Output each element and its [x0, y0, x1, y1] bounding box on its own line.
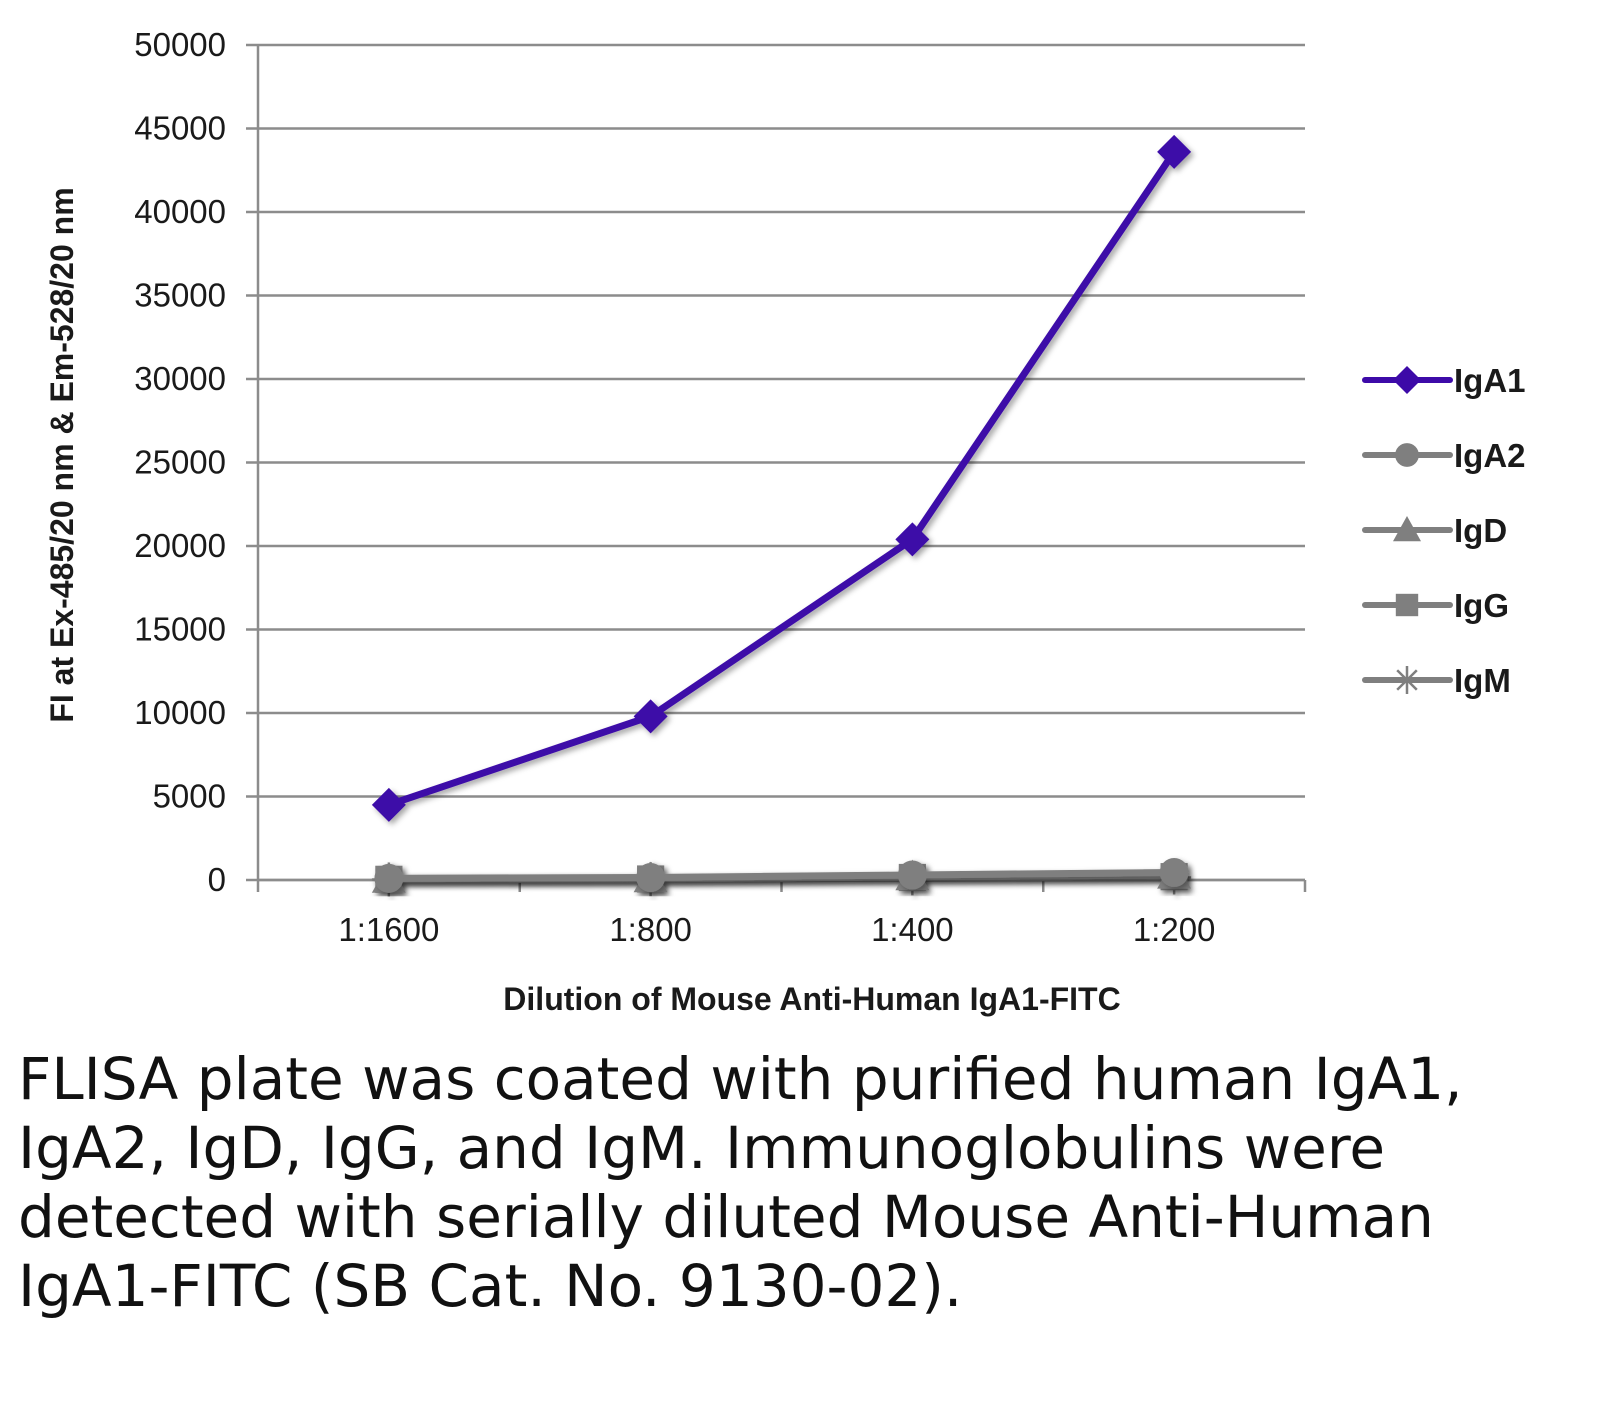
data-point-iga2-1:1600	[374, 863, 404, 893]
x-tick-label-1:800: 1:800	[609, 911, 692, 948]
legend-marker-igm-stroke-3	[1396, 669, 1418, 691]
legend-label-iga2: IgA2	[1454, 437, 1526, 474]
y-tick-label-25000: 25000	[134, 444, 226, 481]
legend-item-igg: IgG	[1362, 587, 1509, 624]
y-tick-label-20000: 20000	[134, 527, 226, 564]
y-tick-label-45000: 45000	[134, 110, 226, 147]
gridlines	[246, 43, 1305, 882]
y-tick-label-0: 0	[208, 861, 226, 898]
data-point-iga1-1:400	[895, 522, 930, 557]
data-point-iga2-1:800	[636, 863, 666, 892]
y-axis-title: FI at Ex-485/20 nm & Em-528/20 nm	[44, 187, 80, 722]
legend-item-igd: IgD	[1362, 512, 1507, 549]
series-line-iga2	[385, 868, 1178, 882]
x-axis-title: Dilution of Mouse Anti-Human IgA1-FITC	[503, 981, 1120, 1017]
y-tick-label-50000: 50000	[134, 26, 226, 63]
figure-caption: FLISA plate was coated with purified hum…	[18, 1045, 1463, 1320]
x-tick-label-1:1600: 1:1600	[338, 911, 439, 948]
y-tick-label-40000: 40000	[134, 193, 226, 230]
legend-label-igm: IgM	[1454, 662, 1511, 699]
data-point-iga1-1:200	[1157, 134, 1192, 169]
legend-item-iga2: IgA2	[1362, 437, 1526, 474]
legend-marker-igm	[1393, 666, 1421, 694]
data-point-iga1-1:1600	[371, 787, 406, 822]
series-layer	[371, 134, 1192, 897]
data-point-iga2-1:400	[897, 860, 927, 890]
y-tick-label-35000: 35000	[134, 277, 226, 314]
legend: IgA1 IgA2 IgD IgG IgM	[1362, 362, 1526, 699]
legend-label-iga1: IgA1	[1454, 362, 1526, 399]
axes: 0 5000 10000 15000 20000 25000 30000 35000 40000…	[134, 26, 1307, 948]
x-tick-label-1:400: 1:400	[871, 911, 954, 948]
series-iga1	[371, 134, 1192, 822]
data-point-iga2-1:200	[1159, 858, 1189, 887]
legend-marker-igg	[1395, 593, 1419, 617]
y-tick-label-15000: 15000	[134, 611, 226, 648]
legend-item-iga1: IgA1	[1362, 362, 1526, 399]
legend-marker-iga2	[1395, 443, 1419, 467]
x-tick-label-1:200: 1:200	[1133, 911, 1216, 948]
data-point-iga1-1:800	[633, 699, 668, 734]
legend-label-igd: IgD	[1454, 512, 1507, 549]
series-iga2	[374, 858, 1189, 893]
legend-marker-igd	[1393, 516, 1421, 542]
y-tick-label-10000: 10000	[134, 694, 226, 731]
y-tick-label-5000: 5000	[153, 778, 226, 815]
elisa-line-chart: 0 5000 10000 15000 20000 25000 30000 35000 40000…	[44, 26, 1526, 1017]
legend-marker-iga1	[1393, 366, 1421, 394]
y-tick-label-30000: 30000	[134, 360, 226, 397]
legend-item-igm: IgM	[1362, 662, 1511, 699]
series-line-iga1	[385, 148, 1178, 809]
legend-label-igg: IgG	[1454, 587, 1509, 624]
